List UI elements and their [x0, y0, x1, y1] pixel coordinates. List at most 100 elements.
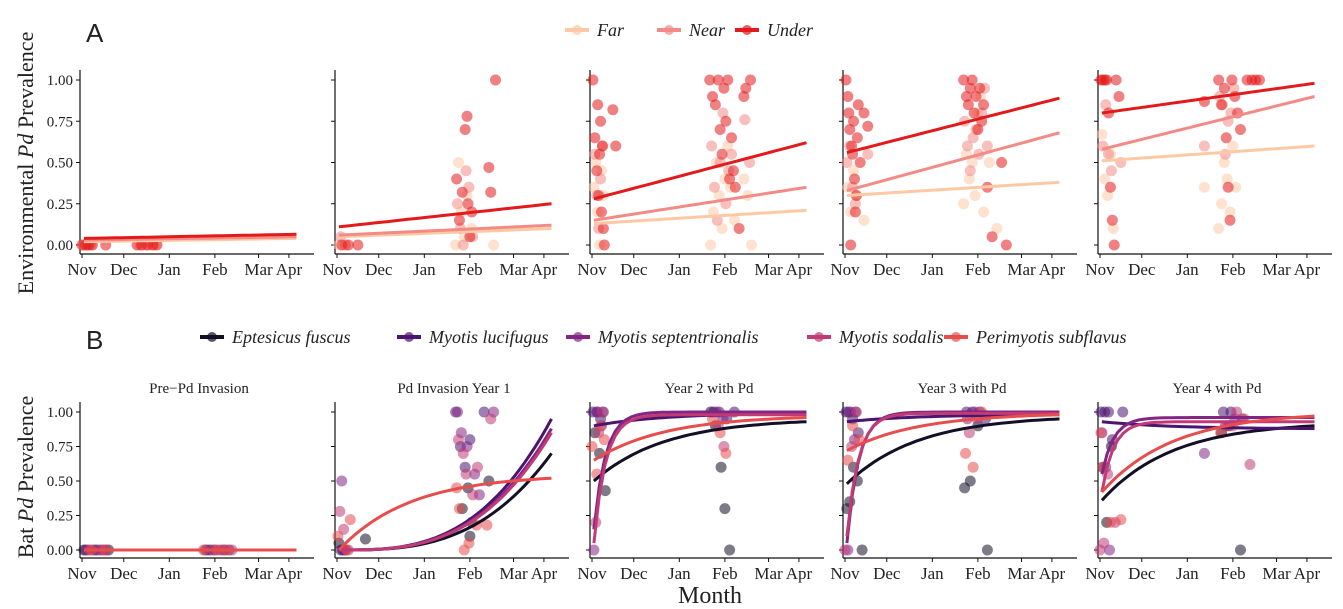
data-point-under	[1106, 214, 1118, 226]
data-point-under	[996, 157, 1008, 168]
x-tick-label: Dec	[110, 260, 138, 279]
y-tick-label: 0.50	[47, 156, 73, 172]
fit-curve-near	[1101, 95, 1315, 151]
data-point-myotis-sodalis	[596, 406, 608, 418]
x-tick-label: Apr	[276, 564, 303, 583]
panel-a-letter: A	[86, 18, 104, 48]
x-tick-label: Nov	[830, 564, 860, 583]
x-tick-label: Mar	[1262, 564, 1291, 583]
data-point-under	[464, 231, 476, 243]
data-point-far	[588, 181, 600, 193]
data-point-myotis-sodalis	[471, 461, 483, 473]
data-point-far	[705, 239, 717, 251]
fit-curve-near	[83, 235, 297, 242]
data-point-myotis-sodalis	[839, 544, 851, 556]
fit-curve-perimyotis-subflavus	[846, 413, 1060, 452]
data-point-under	[1224, 214, 1236, 226]
x-tick-label: Nov	[1085, 564, 1115, 583]
data-point-under	[968, 107, 980, 119]
data-point-far	[488, 239, 500, 251]
legend-key-dot-myotis-sodalis	[814, 332, 824, 342]
data-point-eptesicus-fuscus	[359, 533, 371, 545]
x-tick-label: Feb	[202, 260, 228, 279]
x-tick-label: Feb	[712, 260, 738, 279]
data-point-perimyotis-subflavus	[332, 530, 344, 542]
data-point-under	[709, 99, 721, 111]
legend-label-perimyotis-subflavus: Perimyotis subflavus	[975, 327, 1127, 347]
data-point-under	[842, 91, 854, 102]
data-point-near	[1228, 82, 1240, 94]
x-tick-label: Feb	[202, 564, 228, 583]
data-point-under	[1213, 74, 1225, 86]
panel-a-facet-5: Nov Dec Jan Feb Mar Apr	[1085, 70, 1332, 279]
fit-curve-under	[83, 232, 297, 240]
x-tick-label: Jan	[413, 564, 436, 583]
fit-curve-near	[338, 223, 552, 237]
data-point-under	[1000, 239, 1012, 251]
data-point-under	[729, 181, 741, 193]
facet-title: Year 4 with Pd	[1173, 381, 1262, 397]
data-point-myotis-lucifugus	[478, 406, 490, 418]
panel-b-y-title-suffix: Prevalence	[13, 396, 38, 498]
data-point-under	[724, 173, 736, 185]
data-point-under	[733, 223, 745, 234]
fit-curve-eptesicus-fuscus	[845, 417, 1060, 485]
fit-curve-perimyotis-subflavus	[337, 476, 552, 552]
x-tick-label: Nov	[67, 260, 97, 279]
x-axis-title: Month	[678, 583, 742, 609]
data-point-far	[1102, 190, 1114, 201]
x-tick-label: Feb	[965, 564, 991, 583]
fit-curve-eptesicus-fuscus	[592, 420, 807, 483]
legend-label-far: Far	[596, 20, 625, 40]
legend-key-dot-near	[664, 25, 674, 35]
data-point-under	[958, 74, 970, 86]
data-point-near	[1198, 140, 1210, 152]
panel-a-facet-1: 0.00 0.25 0.50 0.75 1.00 Nov Dec Jan Feb Mar Apr	[47, 70, 314, 279]
x-tick-label: Mar	[754, 260, 783, 279]
data-point-far	[1221, 173, 1233, 185]
data-point-under	[843, 107, 855, 119]
x-tick-label: Dec	[1128, 260, 1156, 279]
data-point-under	[718, 82, 730, 94]
panel-a-facet-4: Nov Dec Jan Feb Mar Apr	[830, 70, 1077, 279]
data-point-under	[485, 186, 497, 198]
data-point-near	[595, 173, 607, 185]
data-point-far	[1215, 198, 1227, 210]
fit-curve-myotis-sodalis	[1100, 420, 1315, 493]
y-tick-label: 1.00	[47, 405, 73, 421]
data-point-under	[595, 115, 607, 127]
x-tick-label: Jan	[921, 260, 944, 279]
data-point-eptesicus-fuscus	[981, 544, 993, 556]
data-point-eptesicus-fuscus	[856, 544, 868, 556]
data-point-under	[453, 214, 465, 226]
data-point-under	[1234, 124, 1246, 135]
data-point-far	[1218, 157, 1230, 168]
legend-key-dot-myotis-septentrionalis	[573, 332, 583, 342]
fit-curve-under	[1101, 81, 1315, 115]
y-tick-label: 0.25	[47, 509, 73, 525]
data-point-far	[958, 198, 970, 210]
x-tick-label: Nov	[577, 564, 607, 583]
data-point-under	[597, 223, 609, 234]
fit-curve-far	[338, 227, 552, 239]
fit-curve-near	[593, 185, 807, 222]
data-point-under	[962, 99, 974, 111]
data-point-eptesicus-fuscus	[719, 503, 731, 515]
data-point-under	[1226, 74, 1238, 86]
data-point-under	[727, 165, 739, 177]
panel-a-group: Far Near Under 0.00 0.25 0.50 0.75 1.00 Nov Dec Ja…	[47, 20, 1332, 279]
data-point-under	[845, 239, 857, 251]
y-tick-label: 0.25	[47, 197, 73, 213]
x-tick-label: Mar	[1262, 260, 1291, 279]
panel-b-letter: B	[86, 325, 103, 355]
data-point-near	[706, 140, 718, 152]
data-point-eptesicus-fuscus	[599, 485, 611, 497]
data-point-under	[1222, 181, 1234, 193]
panel-b-facet-1: Pre−Pd Invasion 0.00 0.25 0.50 0.75 1.00 Nov De…	[47, 381, 314, 583]
x-tick-label: Nov	[322, 260, 352, 279]
data-point-near	[739, 114, 751, 126]
data-point-under	[849, 206, 861, 218]
data-point-under	[1104, 181, 1116, 193]
y-tick-label: 1.00	[47, 73, 73, 89]
